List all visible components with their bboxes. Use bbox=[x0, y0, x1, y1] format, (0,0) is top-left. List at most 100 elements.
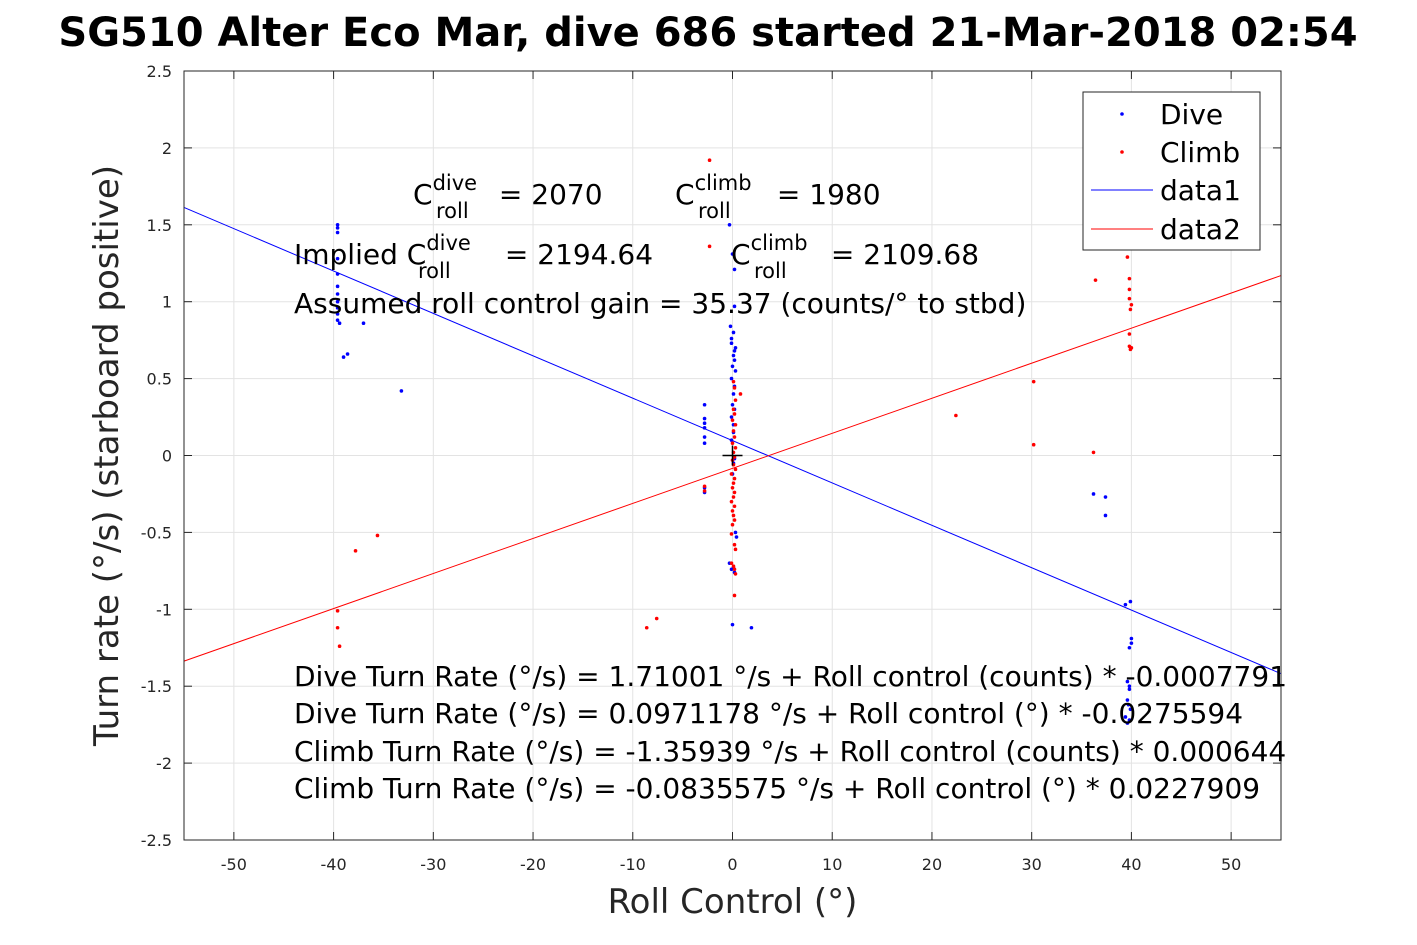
y-axis-label: Turn rate (°/s) (starboard positive) bbox=[87, 165, 127, 747]
climb-point bbox=[1127, 296, 1132, 301]
climb-point bbox=[733, 398, 738, 402]
y-tick-label: -1 bbox=[156, 600, 172, 619]
dive-point bbox=[732, 304, 737, 309]
dive-point bbox=[733, 369, 738, 373]
y-tick-label: -2.5 bbox=[141, 831, 172, 850]
fit-line-1: Dive Turn Rate (°/s) = 1.71001 °/s + Rol… bbox=[294, 660, 1287, 693]
x-tick-label: -10 bbox=[620, 855, 646, 874]
dive-point bbox=[1128, 599, 1133, 604]
climb-point bbox=[732, 490, 737, 495]
climb-point bbox=[654, 616, 659, 621]
climb-point bbox=[335, 625, 340, 630]
dive-point bbox=[345, 352, 350, 356]
dive-point bbox=[702, 402, 707, 407]
climb-point bbox=[738, 392, 743, 396]
climb-point bbox=[733, 467, 738, 472]
dive-point bbox=[1123, 715, 1128, 719]
dive-point bbox=[731, 353, 736, 358]
roll-gain-annotation: Assumed roll control gain = 35.37 (count… bbox=[294, 287, 1026, 320]
c-roll-dive-value: = 2070 bbox=[490, 178, 603, 211]
implied-dive-sup: dive bbox=[426, 231, 471, 255]
dive-point bbox=[1129, 636, 1134, 641]
implied-climb-prefix: C bbox=[731, 238, 751, 271]
y-tick-label: -0.5 bbox=[141, 523, 172, 542]
dive-point bbox=[702, 421, 707, 426]
plot-series bbox=[183, 158, 1282, 725]
dive-point bbox=[730, 622, 735, 627]
dive-point bbox=[702, 426, 707, 430]
climb-point bbox=[729, 561, 734, 565]
climb-point bbox=[729, 532, 734, 536]
dive-point bbox=[1127, 684, 1132, 688]
dive-point bbox=[1125, 698, 1130, 702]
dive-point bbox=[702, 416, 707, 421]
dive-point bbox=[1091, 492, 1096, 496]
x-tick-label: -40 bbox=[321, 855, 347, 874]
legend-data1-label: data1 bbox=[1160, 174, 1241, 207]
x-tick-label: 40 bbox=[1121, 855, 1141, 874]
dive-point bbox=[729, 415, 734, 419]
dive-point bbox=[335, 256, 340, 261]
origin-crosshair bbox=[722, 445, 743, 466]
legend-data2-label: data2 bbox=[1160, 213, 1241, 246]
climb-point bbox=[731, 481, 736, 485]
climb-point bbox=[1128, 307, 1133, 312]
implied-climb-sub: roll bbox=[754, 259, 787, 283]
c-roll-dive-annotation: Cdive roll = 2070 bbox=[413, 171, 603, 223]
chart-title: SG510 Alter Eco Mar, dive 686 started 21… bbox=[58, 10, 1357, 56]
dive-point bbox=[733, 346, 738, 350]
climb-point bbox=[644, 625, 649, 630]
dive-point bbox=[727, 223, 732, 227]
dive-point bbox=[335, 284, 340, 289]
implied-climb-value: = 2109.68 bbox=[822, 238, 979, 271]
climb-point bbox=[730, 509, 735, 513]
y-tick-label: 1.5 bbox=[147, 216, 172, 235]
c-roll-climb-sup: climb bbox=[695, 171, 752, 195]
dive-point bbox=[728, 324, 733, 329]
climb-point bbox=[335, 609, 340, 613]
implied-c-roll-dive-annotation: Implied Cdive roll = 2194.64 bbox=[294, 231, 653, 283]
legend-box bbox=[1082, 91, 1261, 251]
climb-point bbox=[375, 533, 380, 538]
dive-point bbox=[1125, 679, 1130, 684]
climb-point bbox=[730, 418, 735, 422]
fit-line-3: Climb Turn Rate (°/s) = -1.35939 °/s + R… bbox=[294, 735, 1286, 768]
dive-point bbox=[1129, 641, 1134, 645]
dive-point bbox=[335, 223, 340, 227]
dive-point bbox=[730, 252, 735, 256]
climb-point bbox=[733, 547, 738, 552]
legend-dive-label: Dive bbox=[1160, 98, 1223, 131]
climb-point bbox=[732, 567, 737, 572]
y-tick-label: 2 bbox=[162, 139, 172, 158]
c-roll-dive-sub: roll bbox=[436, 199, 469, 223]
climb-point bbox=[337, 644, 342, 649]
dive-point bbox=[729, 336, 734, 341]
c-roll-climb-prefix: C bbox=[675, 178, 695, 211]
climb-point bbox=[730, 441, 735, 445]
y-tick-label: -1.5 bbox=[141, 677, 172, 696]
dive-point bbox=[731, 392, 736, 396]
dive-point bbox=[1127, 645, 1132, 650]
dive-point bbox=[1127, 687, 1132, 692]
climb-point bbox=[1091, 450, 1096, 455]
c-roll-climb-sub: roll bbox=[698, 199, 731, 223]
dive-point bbox=[335, 318, 340, 322]
climb-point bbox=[731, 564, 736, 569]
x-tick-label: -50 bbox=[221, 855, 247, 874]
dive-point bbox=[702, 435, 707, 439]
c-roll-climb-annotation: Cclimb roll = 1980 bbox=[675, 171, 881, 223]
dive-point bbox=[732, 267, 737, 272]
dive-point bbox=[730, 364, 735, 369]
climb-point bbox=[731, 495, 736, 499]
y-tick-label: 0 bbox=[162, 447, 172, 466]
x-tick-label: 20 bbox=[922, 855, 942, 874]
dive-point bbox=[341, 355, 346, 359]
climb-point bbox=[707, 158, 712, 163]
x-tick-label: 10 bbox=[822, 855, 842, 874]
climb-point bbox=[1127, 276, 1132, 281]
dive-point bbox=[1123, 602, 1128, 607]
y-tick-label: 2.5 bbox=[147, 62, 172, 81]
dive-point bbox=[731, 330, 736, 335]
implied-dive-sub: roll bbox=[418, 259, 451, 283]
